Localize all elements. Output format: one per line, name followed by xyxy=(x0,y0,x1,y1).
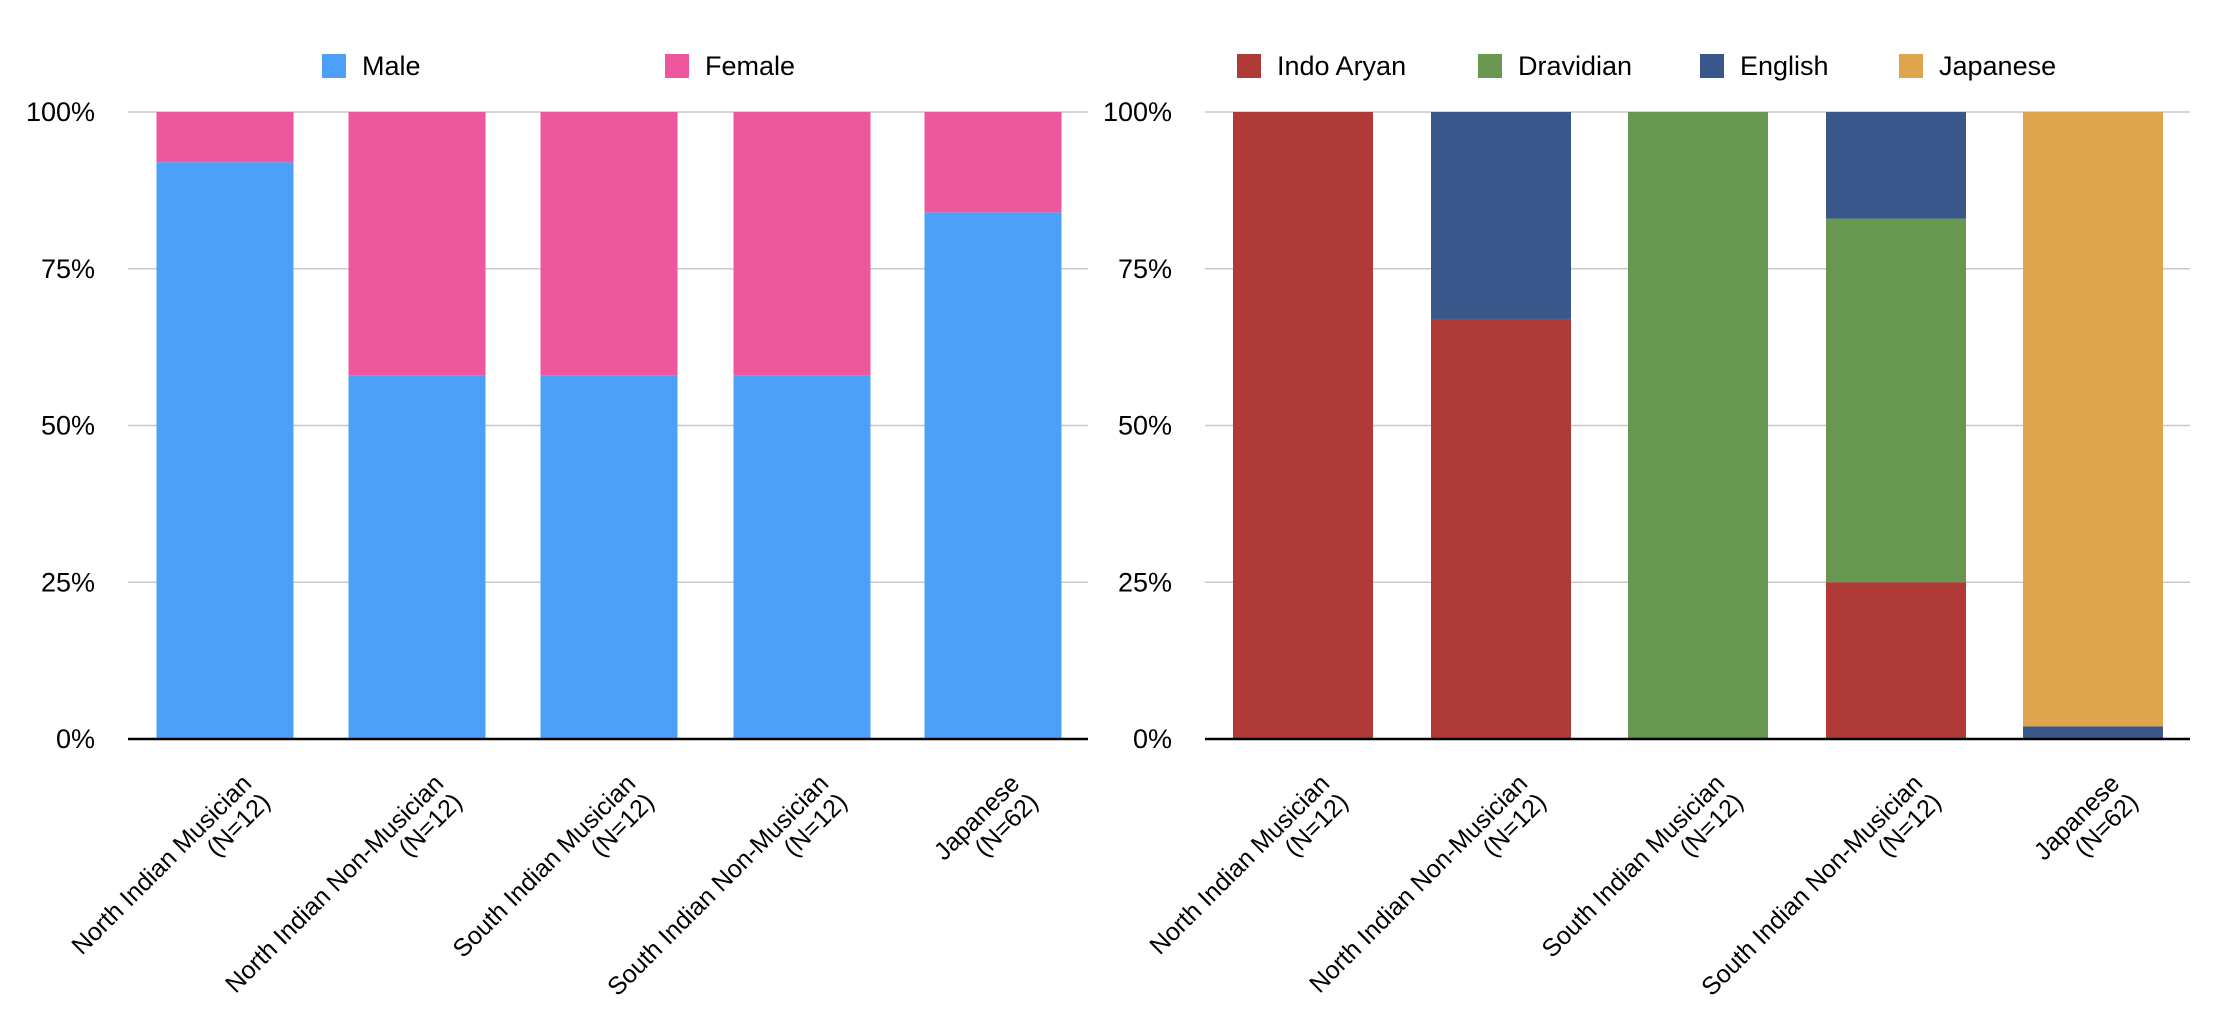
bar-female-1 xyxy=(156,112,294,163)
y-tick-label: 0% xyxy=(56,724,95,754)
x-category-label: North Indian Musician(N=12) xyxy=(66,769,275,978)
bar-female-4 xyxy=(733,112,871,376)
x-category-label: Japanese(N=62) xyxy=(929,769,1044,884)
y-tick-label: 0% xyxy=(1133,724,1172,754)
bar-dravidian-4 xyxy=(1826,218,1966,583)
bar-female-5 xyxy=(924,112,1062,213)
x-category-label-line: North Indian Musician xyxy=(1144,769,1335,960)
y-tick-label: 50% xyxy=(1118,411,1172,441)
bar-male-4 xyxy=(733,375,871,739)
bar-female-3 xyxy=(540,112,678,376)
y-tick-label: 100% xyxy=(26,97,95,127)
y-tick-label: 25% xyxy=(1118,567,1172,597)
legend-label-indo-aryan: Indo Aryan xyxy=(1277,51,1406,81)
bar-female-2 xyxy=(348,112,486,376)
legend-label-english: English xyxy=(1740,51,1829,81)
bar-dravidian-3 xyxy=(1628,112,1768,739)
legend-label-male: Male xyxy=(362,51,421,81)
bar-indo-aryan-1 xyxy=(1233,112,1373,739)
bar-english-2 xyxy=(1431,112,1571,319)
legend-swatch-dravidian xyxy=(1478,54,1502,78)
bar-english-4 xyxy=(1826,112,1966,219)
bar-english-5 xyxy=(2023,726,2163,739)
y-tick-label: 75% xyxy=(1118,254,1172,284)
x-category-label-line: South Indian Musician xyxy=(1536,769,1730,963)
y-tick-label: 50% xyxy=(41,411,95,441)
bar-male-5 xyxy=(924,212,1062,739)
legend-label-japanese: Japanese xyxy=(1939,51,2056,81)
bar-male-2 xyxy=(348,375,486,739)
y-tick-label: 100% xyxy=(1103,97,1172,127)
chart-2: 0% 25% 50% 75% 100% North Indian Musician(N=1… xyxy=(1103,51,2190,1001)
y-tick-label: 25% xyxy=(41,567,95,597)
bar-male-1 xyxy=(156,162,294,739)
x-category-label: South Indian Musician(N=12) xyxy=(447,769,659,981)
x-category-label: Japanese(N=62) xyxy=(2029,769,2144,884)
x-category-label: North Indian Musician(N=12) xyxy=(1144,769,1353,978)
y-tick-label: 75% xyxy=(41,254,95,284)
bar-japanese-5 xyxy=(2023,112,2163,727)
legend-swatch-indo-aryan xyxy=(1237,54,1261,78)
chart-1: 0% 25% 50% 75% 100% North Indian Musician(N=1… xyxy=(26,51,1088,1001)
x-category-label-line: South Indian Musician xyxy=(447,769,641,963)
bar-indo-aryan-4 xyxy=(1826,582,1966,739)
legend-swatch-male xyxy=(322,54,346,78)
bar-indo-aryan-2 xyxy=(1431,318,1571,739)
x-category-label: South Indian Musician(N=12) xyxy=(1536,769,1748,981)
legend-swatch-japanese xyxy=(1899,54,1923,78)
bar-male-3 xyxy=(540,375,678,739)
x-category-label-line: North Indian Musician xyxy=(66,769,257,960)
legend-swatch-female xyxy=(665,54,689,78)
legend-label-female: Female xyxy=(705,51,795,81)
legend-label-dravidian: Dravidian xyxy=(1518,51,1632,81)
legend-swatch-english xyxy=(1700,54,1724,78)
